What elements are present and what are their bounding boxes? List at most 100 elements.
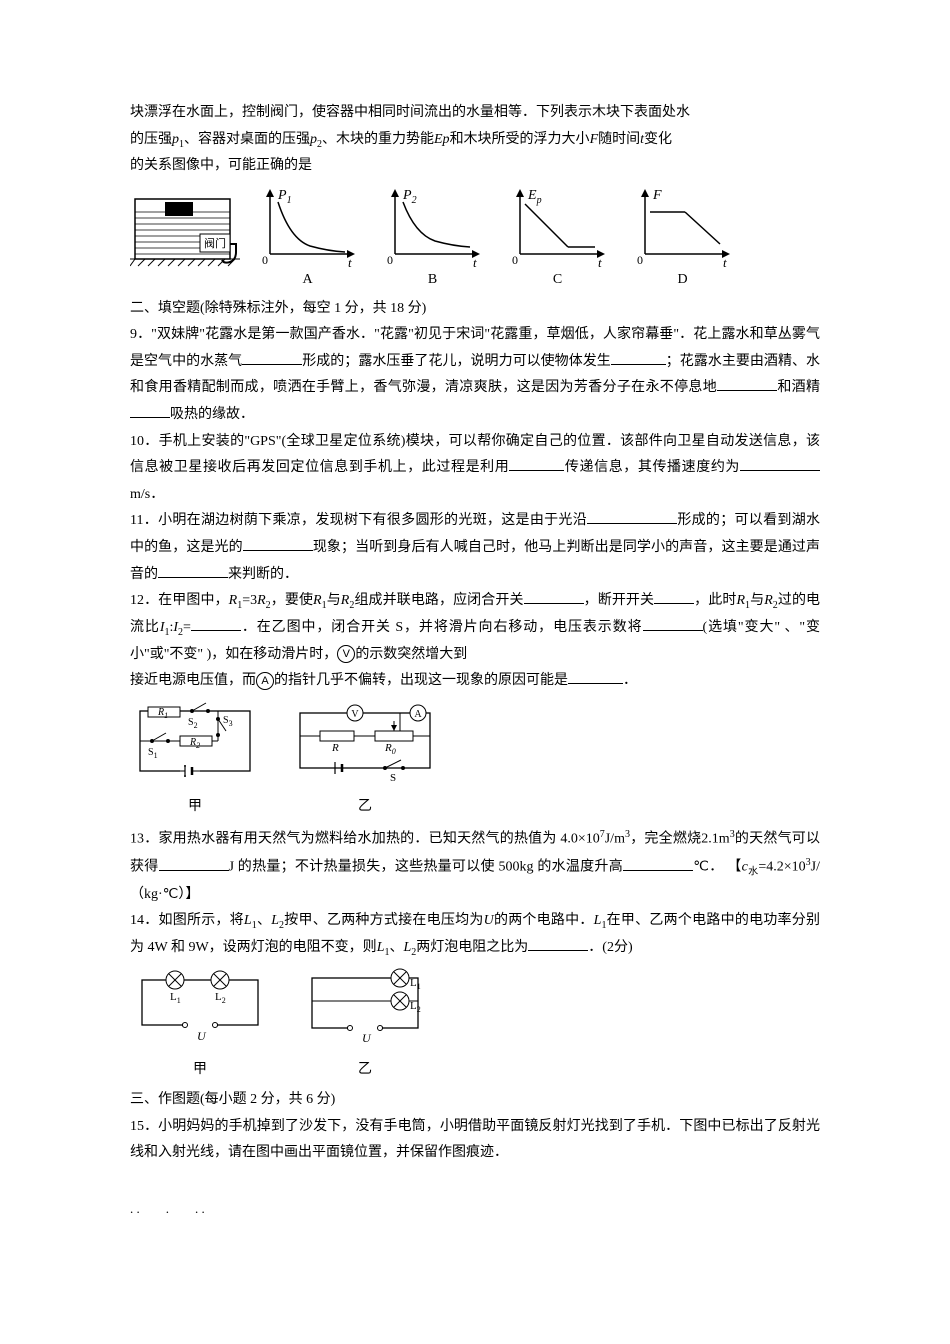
svg-text:L2: L2	[410, 1000, 421, 1014]
q14b: 、	[257, 913, 271, 928]
section-2-title: 二、填空题(除特殊标注外，每空 1 分，共 18 分)	[130, 296, 820, 323]
circuit-14-yi: L1 L2 U 乙	[300, 968, 430, 1083]
q14g: 两灯泡电阻之比为	[416, 940, 528, 955]
svg-text:0: 0	[637, 253, 643, 267]
t: 变化	[644, 132, 672, 147]
q13a3: ，完全燃烧2.1m	[630, 832, 730, 847]
q12b: =3	[242, 593, 257, 608]
q13c: ℃． 【	[693, 860, 742, 875]
chart-A: P1 t 0 A	[250, 184, 365, 294]
q12l: ．在乙图中，闭合开关 S，并将滑片向右移动，电压表示数将	[241, 620, 643, 635]
chart-D-label: D	[625, 267, 740, 294]
svg-text:t: t	[598, 255, 602, 269]
circuit-14-row: L1 L2 U 甲 L	[130, 968, 820, 1083]
q12h: 与	[750, 593, 764, 608]
circuit-12-jia: R1 S2 S3 S1 R2	[130, 701, 260, 821]
q12p: 的指针几乎不偏转，出现这一现象的原因可能是	[274, 673, 568, 688]
chart-B: P2 t 0 B	[375, 184, 490, 294]
q13a2: J/m	[605, 832, 625, 847]
q10: 10．手机上安装的"GPS"(全球卫星定位系统)模块，可以帮你确定自己的位置．该…	[130, 429, 820, 509]
svg-text:0: 0	[512, 253, 518, 267]
q11a: 11．小明在湖边树荫下乘凉，发现树下有很多圆形的光斑，这是由于光沿	[130, 513, 587, 528]
q9b: 形成的；露水压垂了花儿，说明力可以使物体发生	[302, 354, 611, 369]
q13b: J 的热量；不计热量损失，这些热量可以使 500kg 的水温度升高	[229, 860, 623, 875]
svg-text:U: U	[362, 1031, 372, 1045]
q14d: 的两个电路中．	[494, 913, 594, 928]
chart-D: F t 0 D	[625, 184, 740, 294]
q12k: =	[183, 620, 191, 635]
c14-yi-label: 乙	[300, 1057, 430, 1084]
q14c: 按甲、乙两种方式接在电压均为	[284, 913, 484, 928]
chart-A-label: A	[250, 267, 365, 294]
svg-text:F: F	[652, 188, 662, 203]
q14a: 14．如图所示，将	[130, 913, 244, 928]
q9d: 和酒精	[777, 380, 820, 395]
t: 、容器对桌面的压强	[184, 132, 310, 147]
q14f: 、	[389, 940, 403, 955]
valve-label: 阀门	[204, 236, 226, 250]
q12a: 12．在甲图中，	[130, 593, 229, 608]
q12n: 的示数突然增大到	[355, 647, 467, 662]
t: 和木块所受的浮力大小	[450, 132, 590, 147]
svg-text:0: 0	[387, 253, 393, 267]
q12o: 接近电源电压值，而	[130, 673, 256, 688]
q12-cont: 接近电源电压值，而A的指针几乎不偏转，出现这一现象的原因可能是 ．	[130, 668, 820, 695]
svg-text:t: t	[348, 255, 352, 269]
q10c: m/s．	[130, 487, 164, 502]
q9: 9．"双妹牌"花露水是第一款国产香水．"花露"初见于宋词"花露重，草烟低，人家帘…	[130, 322, 820, 428]
chart-B-label: B	[375, 267, 490, 294]
q11: 11．小明在湖边树荫下乘凉，发现树下有很多圆形的光斑，这是由于光沿形成的；可以看…	[130, 508, 820, 588]
exam-page: 块漂浮在水面上，控制阀门，使容器中相同时间流出的水量相等．下列表示木块下表面处水…	[130, 0, 820, 1262]
intro-line1: 块漂浮在水面上，控制阀门，使容器中相同时间流出的水量相等．下列表示木块下表面处水	[130, 100, 820, 127]
circuit12-yi-label: 乙	[290, 794, 440, 821]
intro-line3: 的关系图像中，可能正确的是	[130, 153, 820, 180]
figure-row-q8: 阀门	[130, 184, 820, 294]
chart-C: Ep t 0 C	[500, 184, 615, 294]
q11d: 来判断的．	[228, 567, 298, 582]
q13d: =4.2×10	[758, 860, 805, 875]
svg-text:L2: L2	[215, 991, 226, 1005]
svg-text:Ep: Ep	[527, 188, 542, 206]
section-3-title: 三、作图题(每小题 2 分，共 6 分)	[130, 1087, 820, 1114]
svg-text:S3: S3	[223, 715, 233, 728]
svg-text:L1: L1	[410, 977, 421, 991]
intro-line2: 的压强p1、容器对桌面的压强p2、木块的重力势能Ep和木块所受的浮力大小F随时间…	[130, 127, 820, 154]
q13: 13．家用热水器有用天然气为燃料给水加热的．已知天然气的热值为 4.0×107J…	[130, 825, 820, 908]
svg-text:V: V	[351, 709, 359, 720]
circuit-14-jia: L1 L2 U 甲	[130, 968, 270, 1083]
svg-text:t: t	[473, 255, 477, 269]
q12: 12．在甲图中，R1=3R2，要使R1与R2组成并联电路，应闭合开关，断开开关，…	[130, 588, 820, 668]
ammeter-icon: A	[256, 672, 274, 690]
svg-text:U: U	[197, 1029, 207, 1043]
q12c: ，要使	[271, 593, 313, 608]
svg-text:R: R	[331, 742, 339, 754]
svg-text:R0: R0	[384, 742, 396, 756]
svg-text:L1: L1	[170, 991, 181, 1005]
q12f: ，断开开关	[584, 593, 655, 608]
q9e: 吸热的缘故．	[170, 407, 254, 422]
c14-jia-label: 甲	[130, 1057, 270, 1084]
voltmeter-icon: V	[337, 645, 355, 663]
svg-text:A: A	[414, 709, 422, 720]
svg-text:S: S	[390, 772, 396, 784]
q12g: ，此时	[694, 593, 736, 608]
q10b: 传递信息，其传播速度约为	[564, 460, 740, 475]
q12d: 与	[327, 593, 341, 608]
circuit-12-row: R1 S2 S3 S1 R2	[130, 701, 820, 821]
chart-C-label: C	[500, 267, 615, 294]
q15: 15．小明妈妈的手机掉到了沙发下，没有手电筒，小明借助平面镜反射灯光找到了手机．…	[130, 1114, 820, 1167]
circuit-12-yi: V A R R0 S	[290, 701, 440, 821]
svg-text:t: t	[723, 255, 727, 269]
svg-text:0: 0	[262, 253, 268, 267]
q12e: 组成并联电路，应闭合开关	[354, 593, 523, 608]
container-diagram: 阀门	[130, 194, 240, 294]
svg-text:S1: S1	[148, 747, 158, 760]
footer-dots: . . . . .	[130, 1197, 820, 1222]
q14: 14．如图所示，将L1、L2按甲、乙两种方式接在电压均为U的两个电路中．L1在甲…	[130, 908, 820, 962]
t: 随时间	[598, 132, 640, 147]
svg-text:S2: S2	[188, 717, 198, 730]
q14h: ．(2分)	[588, 940, 632, 955]
q12q: ．	[623, 673, 637, 688]
t: 的压强	[130, 132, 172, 147]
circuit12-jia-label: 甲	[130, 794, 260, 821]
